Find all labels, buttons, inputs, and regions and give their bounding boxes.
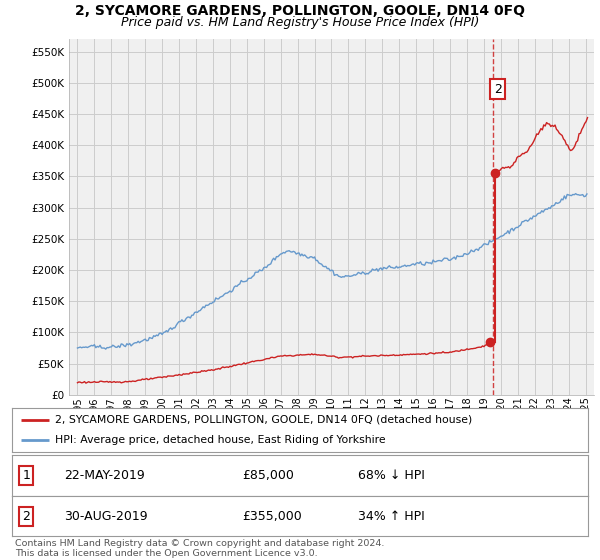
Text: Price paid vs. HM Land Registry's House Price Index (HPI): Price paid vs. HM Land Registry's House … (121, 16, 479, 29)
Text: 30-AUG-2019: 30-AUG-2019 (64, 510, 148, 523)
Text: 2, SYCAMORE GARDENS, POLLINGTON, GOOLE, DN14 0FQ (detached house): 2, SYCAMORE GARDENS, POLLINGTON, GOOLE, … (55, 415, 472, 425)
Text: 68% ↓ HPI: 68% ↓ HPI (358, 469, 424, 482)
Text: 2: 2 (22, 510, 31, 523)
Text: 1: 1 (22, 469, 31, 482)
Text: 34% ↑ HPI: 34% ↑ HPI (358, 510, 424, 523)
Text: HPI: Average price, detached house, East Riding of Yorkshire: HPI: Average price, detached house, East… (55, 435, 386, 445)
Text: Contains HM Land Registry data © Crown copyright and database right 2024.
This d: Contains HM Land Registry data © Crown c… (15, 539, 385, 558)
Text: 22-MAY-2019: 22-MAY-2019 (64, 469, 145, 482)
Text: 2: 2 (494, 83, 502, 96)
Text: £355,000: £355,000 (242, 510, 302, 523)
Text: £85,000: £85,000 (242, 469, 294, 482)
Text: 2, SYCAMORE GARDENS, POLLINGTON, GOOLE, DN14 0FQ: 2, SYCAMORE GARDENS, POLLINGTON, GOOLE, … (75, 4, 525, 18)
